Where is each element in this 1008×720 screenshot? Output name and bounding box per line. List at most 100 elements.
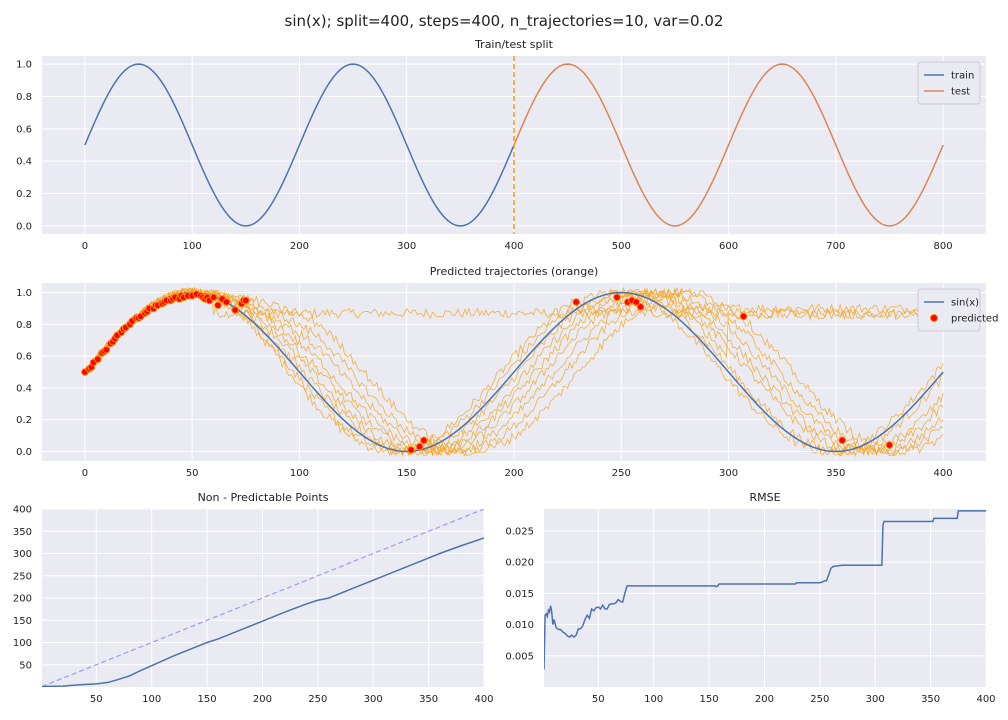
axes-title: Train/test split [474,38,554,51]
y-tick-label: 150 [13,616,32,627]
y-tick-label: 200 [13,594,32,605]
train-test-axes: 0 100 200 300 400 500 600 700 800 0.0 0.2 0.4 0.6 0.8… [16,38,986,252]
legend-label: predicted [951,314,998,325]
x-tick-label: 50 [186,468,199,479]
y-tick-label: 0.2 [16,189,32,200]
x-tick-label: 300 [364,694,383,705]
trajectories-axes: 0 50 100 150 200 250 300 350 400 0.0 0.2 0.4 0.6 0.8 1… [16,265,998,479]
y-tick-label: 0.020 [505,558,534,569]
x-tick-label: 100 [644,694,663,705]
y-tick-label: 0.015 [505,589,534,600]
predicted-point [209,293,218,302]
y-tick-label: 400 [13,505,32,516]
predicted-point [407,446,415,454]
trajectory-line [84,286,944,457]
x-tick-label: 200 [290,241,309,252]
predicted-point [885,441,894,449]
x-tick-label: 800 [934,241,953,252]
x-tick-label: 300 [719,468,738,479]
trajectory-line [84,288,944,373]
x-tick-label: 350 [921,694,940,705]
y-tick-label: 0.6 [16,352,32,363]
x-tick-label: 0 [82,241,88,252]
y-tick-label: 0.025 [505,526,534,537]
x-tick-label: 200 [755,694,774,705]
predicted-point [572,298,581,306]
y-tick-label: 0.8 [16,320,32,331]
y-tick-label: 350 [13,527,32,538]
axes-title: RMSE [749,491,780,504]
rmse-line [544,510,986,670]
predicted-point [415,442,424,451]
legend [917,61,981,105]
axes-title: Non - Predictable Points [198,491,329,504]
y-tick-label: 50 [19,660,32,671]
x-tick-label: 350 [419,694,438,705]
y-tick-label: 0.0 [16,221,32,232]
x-tick-label: 250 [308,694,327,705]
x-tick-label: 0 [82,468,88,479]
x-tick-label: 600 [719,241,738,252]
figure-title: sin(x); split=400, steps=400, n_trajecto… [285,12,724,31]
non-predictable-line [42,537,484,687]
x-tick-label: 500 [612,241,631,252]
y-tick-label: 0.0 [16,447,32,458]
x-tick-label: 100 [142,694,161,705]
predicted-point [214,301,222,310]
y-tick-label: 0.8 [16,92,32,103]
y-tick-label: 0.005 [505,651,534,662]
trajectory-line [84,286,944,457]
plot-area [544,509,986,687]
non-predictable-axes: 50 100 150 200 250 300 350 400 50 100 150 200 250 300… [13,491,494,705]
x-tick-label: 150 [198,694,217,705]
y-tick-label: 300 [13,549,32,560]
y-tick-label: 1.0 [16,60,32,71]
legend-swatch [930,314,938,322]
predicted-point [838,436,847,445]
predicted-point [242,296,250,305]
x-tick-label: 300 [397,241,416,252]
x-tick-label: 200 [504,468,523,479]
series-train [84,63,515,227]
series-test [513,63,944,227]
y-tick-label: 0.4 [16,383,32,394]
predicted-point [739,312,748,321]
predicted-point [420,436,428,445]
predicted-point [231,306,239,314]
y-tick-label: 250 [13,571,32,582]
predicted-point [93,355,102,364]
y-tick-label: 100 [13,638,32,649]
trajectory-line [84,287,944,457]
x-tick-label: 400 [934,468,953,479]
predicted-point [222,298,231,306]
legend [917,288,981,332]
predicted-point [636,303,645,311]
x-tick-label: 250 [810,694,829,705]
x-tick-label: 400 [504,241,523,252]
trajectory-line [84,288,944,457]
x-tick-label: 200 [253,694,272,705]
x-tick-label: 700 [826,241,845,252]
x-tick-label: 100 [183,241,202,252]
predicted-point [102,345,111,354]
x-tick-label: 100 [290,468,309,479]
x-tick-label: 250 [612,468,631,479]
legend-label: test [951,87,970,98]
predicted-point [613,293,621,302]
x-tick-label: 350 [826,468,845,479]
diagonal-line [42,509,484,687]
legend-label: train [951,71,974,82]
x-tick-label: 150 [700,694,719,705]
legend-label: sin(x) [951,298,979,309]
x-tick-label: 50 [90,694,103,705]
x-tick-label: 50 [592,694,605,705]
y-tick-label: 0.6 [16,124,32,135]
x-tick-label: 400 [474,694,493,705]
y-tick-label: 1.0 [16,288,32,299]
y-tick-label: 0.010 [505,620,534,631]
predicted-point [632,298,641,306]
y-tick-label: 0.2 [16,415,32,426]
x-tick-label: 150 [397,468,416,479]
rmse-axes: 50 100 150 200 250 300 350 400 0.005 0.010 0.015 0.… [505,491,995,705]
